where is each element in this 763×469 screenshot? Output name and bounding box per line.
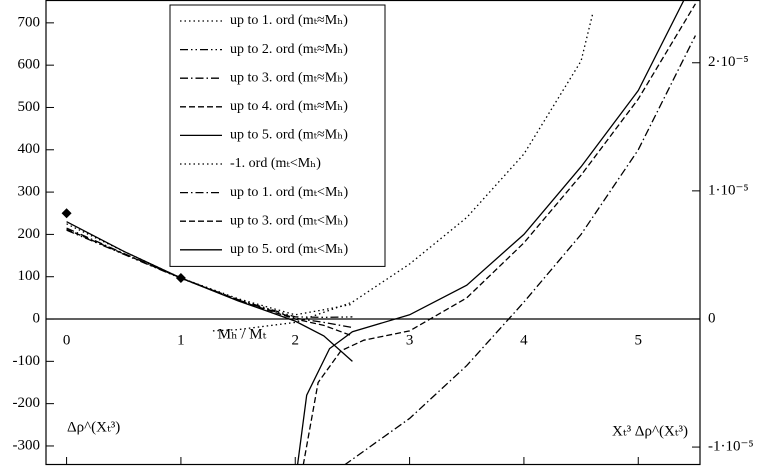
y2-tick-label: 0	[708, 310, 716, 326]
y-tick-label: 700	[18, 14, 41, 30]
y-tick-label: -100	[13, 353, 41, 369]
annotation: Δρ^(Xₜ³)	[67, 419, 120, 435]
legend-label: up to 3. ord (mₜ<Mₕ)	[230, 213, 348, 228]
y-tick-label: 500	[18, 99, 41, 115]
annotation: Mₕ / Mₜ	[218, 326, 267, 342]
legend-label: up to 2. ord (mₜ≈Mₕ)	[230, 42, 348, 57]
legend-label: up to 3. ord (mₜ≈Mₕ)	[230, 70, 348, 85]
annotation: Xₜ³ Δρ^(Xₜ³)	[612, 423, 688, 439]
y-tick-label: 100	[18, 268, 41, 284]
y2-tick-label: -1·10⁻⁵	[708, 439, 754, 455]
x-tick-label: 5	[635, 332, 643, 348]
y-tick-label: 400	[18, 141, 41, 157]
y-tick-label: 600	[18, 57, 41, 73]
series-line	[212, 14, 594, 332]
data-point	[61, 208, 72, 219]
legend-label: -1. ord (mₜ<Mₕ)	[230, 156, 321, 171]
x-tick-label: 0	[63, 332, 71, 348]
y2-tick-label: 1·10⁻⁵	[708, 182, 749, 198]
legend-label: up to 5. ord (mₜ<Mₕ)	[230, 242, 348, 257]
x-tick-label: 3	[406, 332, 414, 348]
series-line	[66, 229, 353, 318]
y-tick-label: 0	[33, 310, 41, 326]
x-tick-label: 4	[520, 332, 528, 348]
series-line	[344, 35, 697, 465]
plot-area	[61, 0, 697, 465]
legend-label: up to 1. ord (mₜ<Mₕ)	[230, 185, 348, 200]
legend-label: up to 1. ord (mₜ≈Mₕ)	[230, 13, 348, 28]
x-tick-label: 2	[292, 332, 300, 348]
series-line	[296, 0, 685, 465]
x-tick-label: 1	[177, 332, 185, 348]
series-line	[302, 3, 696, 465]
y-tick-label: 300	[18, 184, 41, 200]
y-tick-label: 200	[18, 226, 41, 242]
y-tick-label: -300	[13, 437, 41, 453]
y2-tick-label: 2·10⁻⁵	[708, 54, 749, 70]
legend-label: up to 4. ord (mₜ≈Mₕ)	[230, 99, 348, 114]
plot-frame	[45, 0, 701, 466]
y-tick-label: -200	[13, 395, 41, 411]
legend-label: up to 5. ord (mₜ≈Mₕ)	[230, 128, 348, 143]
data-point	[175, 272, 186, 283]
series-line	[66, 221, 353, 362]
